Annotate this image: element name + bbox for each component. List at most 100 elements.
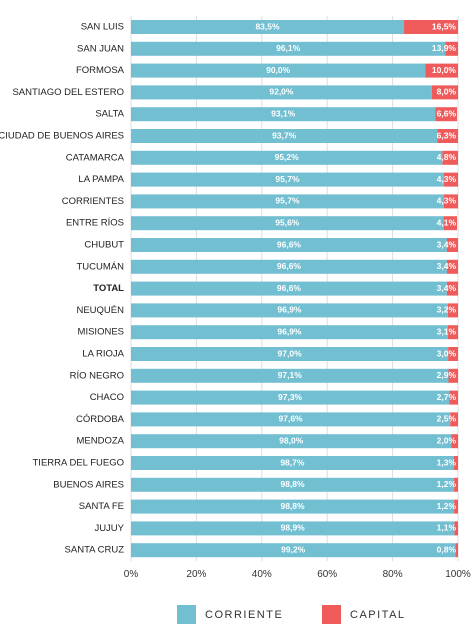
bar-segment [437, 129, 458, 143]
value-label: 3,4% [437, 283, 457, 293]
bar-segment [446, 259, 458, 274]
category-label: CATAMARCA [66, 152, 125, 163]
x-tick-label: 100% [445, 569, 471, 580]
labels: 0% 20% 40% 60% 80% 100% SAN LUIS 83,5% 16,5% SAN … [0, 21, 471, 624]
bar-segment [131, 85, 432, 100]
bar-segment [454, 499, 458, 514]
value-label: 97,0% [278, 348, 303, 358]
bar-segment [131, 20, 405, 34]
value-label: 0,8% [437, 544, 457, 554]
value-label: 4,8% [437, 152, 457, 162]
value-label: 2,9% [437, 370, 457, 380]
value-label: 95,2% [275, 152, 300, 162]
category-label: CÓRDOBA [76, 414, 125, 425]
value-label: 96,6% [277, 261, 302, 271]
bar-segment [131, 390, 450, 405]
bar-segment [131, 303, 448, 318]
category-label: MISIONES [78, 327, 124, 338]
category-label: JUJUY [94, 523, 124, 534]
bar-segment [448, 347, 458, 361]
value-label: 95,7% [275, 174, 300, 184]
value-label: 93,1% [271, 108, 296, 118]
value-label: 92,0% [269, 87, 294, 97]
value-label: 96,9% [277, 326, 302, 336]
bar-segment [443, 216, 458, 231]
bars [131, 20, 458, 558]
category-label: NEUQUÉN [76, 305, 124, 316]
value-label: 96,1% [276, 43, 301, 53]
bar-segment [131, 216, 444, 231]
x-tick-label: 40% [252, 569, 272, 580]
bar-segment [425, 63, 458, 78]
value-label: 96,6% [277, 283, 302, 293]
category-label: TUCUMÁN [77, 261, 125, 272]
bar-segment [448, 368, 458, 383]
bar-segment [447, 303, 458, 318]
value-label: 6,6% [437, 108, 457, 118]
value-label: 98,7% [280, 457, 305, 467]
bar-segment [442, 150, 458, 165]
category-label: LA RIOJA [82, 349, 124, 360]
value-label: 97,6% [279, 414, 304, 424]
value-label: 83,5% [255, 21, 280, 31]
bar-segment [450, 412, 458, 427]
bar-segment [131, 368, 449, 383]
category-label: ENTRE RÍOS [66, 218, 124, 229]
bar-segment [131, 63, 426, 78]
bar-segment [404, 20, 458, 34]
bar-segment [131, 543, 456, 558]
bar-segment [131, 194, 444, 209]
category-label: SAN LUIS [81, 22, 124, 33]
value-label: 6,3% [437, 130, 457, 140]
value-label: 2,0% [437, 435, 457, 445]
value-label: 98,8% [280, 479, 305, 489]
value-label: 8,0% [437, 87, 457, 97]
bar-segment [131, 259, 447, 274]
value-label: 98,0% [279, 435, 304, 445]
bar-segment [435, 107, 458, 122]
value-label: 3,0% [437, 348, 457, 358]
category-label: SANTIAGO DEL ESTERO [12, 87, 124, 98]
bar-segment [131, 107, 436, 122]
bar-segment [446, 238, 458, 252]
bar-segment [131, 150, 443, 165]
bar-segment [431, 85, 458, 100]
x-tick-label: 60% [317, 569, 337, 580]
value-label: 4,3% [437, 174, 457, 184]
category-label: CHACO [90, 392, 124, 403]
category-label: MENDOZA [77, 436, 125, 447]
value-label: 4,1% [437, 217, 457, 227]
bar-segment [453, 456, 458, 470]
category-label: CHUBUT [84, 240, 124, 251]
bar-segment [443, 172, 458, 187]
legend-swatch [322, 605, 341, 624]
category-label: FORMOSA [76, 65, 125, 76]
value-label: 1,3% [437, 457, 457, 467]
bar-segment [455, 543, 458, 558]
bar-segment [445, 41, 458, 56]
value-label: 10,0% [432, 65, 457, 75]
category-label: SANTA CRUZ [65, 545, 125, 556]
category-label: TIERRA DEL FUEGO [33, 458, 125, 469]
bar-segment [131, 238, 447, 252]
bar-segment [446, 281, 458, 296]
value-label: 96,9% [277, 305, 302, 315]
value-label: 99,2% [281, 544, 306, 554]
category-label: CIUDAD DE BUENOS AIRES [0, 131, 124, 142]
x-tick-label: 0% [124, 569, 139, 580]
bar-segment [131, 172, 444, 187]
category-label: BUENOS AIRES [53, 479, 124, 490]
bar-segment [131, 521, 455, 536]
category-label: TOTAL [93, 283, 124, 294]
bar-segment [454, 477, 458, 492]
value-label: 2,7% [437, 392, 457, 402]
value-label: 1,1% [437, 523, 457, 533]
bar-segment [131, 281, 447, 296]
x-tick-label: 80% [383, 569, 403, 580]
bar-segment [131, 41, 446, 56]
value-label: 16,5% [432, 21, 457, 31]
x-tick-label: 20% [186, 569, 206, 580]
category-label: RÍO NEGRO [70, 370, 124, 381]
value-label: 97,3% [278, 392, 303, 402]
